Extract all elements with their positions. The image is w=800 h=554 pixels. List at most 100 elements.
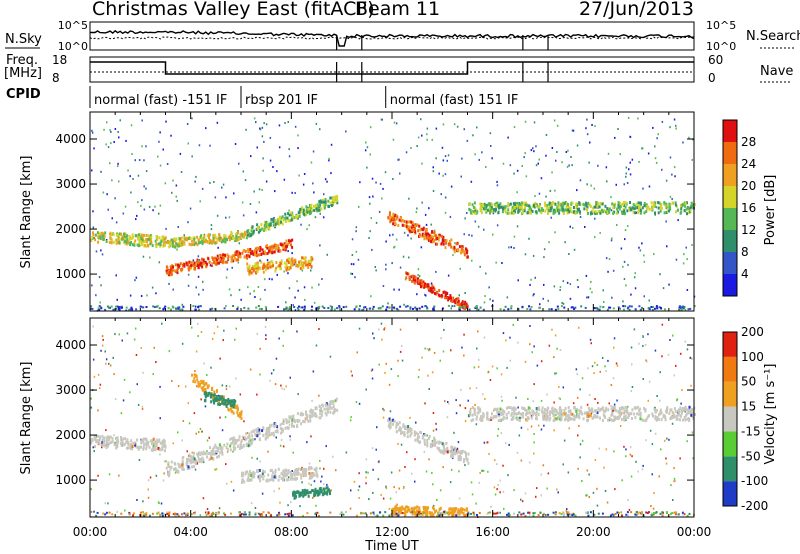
echo-cell — [283, 270, 285, 273]
echo-cell — [99, 435, 102, 439]
echo-cell — [199, 514, 202, 517]
echo-cell — [336, 201, 339, 205]
echo-cell — [251, 475, 254, 479]
echo-cell — [562, 209, 565, 213]
echo-cell — [435, 428, 438, 431]
echo-cell — [264, 221, 267, 225]
echo-cell — [486, 441, 488, 444]
echo-cell — [294, 296, 296, 299]
echo-cell — [559, 286, 562, 289]
echo-cell — [550, 308, 553, 311]
echo-cell — [307, 259, 310, 263]
echo-cell — [502, 464, 504, 467]
echo-cell — [656, 137, 658, 140]
echo-cell — [147, 234, 150, 238]
echo-cell — [517, 406, 519, 409]
echo-cell — [329, 492, 331, 496]
echo-cell — [241, 435, 244, 439]
echo-cell — [668, 209, 671, 213]
echo-cell — [192, 460, 195, 464]
echo-cell — [539, 303, 541, 306]
echo-cell — [256, 223, 259, 227]
echo-cell — [442, 235, 445, 239]
echo-cell — [612, 377, 615, 380]
echo-cell — [131, 233, 134, 237]
echo-cell — [90, 441, 93, 445]
echo-cell — [630, 305, 633, 308]
echo-cell — [135, 234, 138, 238]
echo-cell — [94, 435, 97, 439]
echo-cell — [204, 452, 207, 456]
echo-cell — [267, 226, 270, 230]
echo-cell — [399, 266, 402, 269]
echo-cell — [168, 245, 171, 249]
echo-cell — [281, 222, 284, 226]
echo-cell — [436, 499, 438, 501]
echo-cell — [222, 239, 225, 243]
echo-cell — [591, 408, 594, 411]
echo-cell — [597, 210, 600, 213]
echo-cell — [369, 230, 371, 233]
echo-cell — [464, 407, 467, 410]
echo-cell — [533, 293, 535, 296]
echo-cell — [90, 307, 92, 310]
echo-cell — [634, 308, 637, 311]
echo-cell — [216, 455, 219, 459]
echo-cell — [280, 259, 283, 263]
echo-cell — [284, 216, 287, 220]
echo-cell — [289, 473, 292, 477]
echo-cell — [310, 435, 312, 438]
echo-cell — [604, 204, 607, 208]
echo-cell — [455, 399, 457, 402]
echo-cell — [204, 240, 206, 244]
echo-cell — [565, 202, 568, 205]
echo-cell — [301, 468, 304, 472]
echo-cell — [510, 307, 513, 310]
echo-cell — [207, 392, 210, 395]
echo-cell — [175, 242, 178, 246]
echo-cell — [313, 467, 316, 471]
echo-cell — [627, 405, 629, 408]
cpid-segment-label: rbsp 201 IF — [245, 93, 318, 108]
echo-cell — [230, 442, 233, 446]
echo-cell — [372, 491, 374, 494]
echo-cell — [490, 145, 492, 147]
echo-cell — [251, 456, 253, 459]
echo-cell — [235, 238, 238, 242]
echo-cell — [234, 338, 236, 341]
echo-cell — [312, 150, 315, 153]
echo-cell — [513, 209, 516, 213]
echo-cell — [470, 481, 473, 484]
echo-cell — [265, 436, 268, 440]
echo-cell — [487, 470, 489, 473]
echo-cell — [143, 185, 145, 188]
echo-cell — [307, 261, 310, 265]
echo-cell — [295, 472, 298, 476]
echo-cell — [542, 464, 545, 467]
echo-cell — [589, 211, 592, 215]
echo-cell — [310, 269, 312, 272]
echo-cell — [609, 306, 612, 309]
echo-cell — [314, 406, 317, 410]
echo-cell — [427, 437, 430, 440]
echo-cell — [302, 209, 305, 213]
echo-cell — [229, 448, 232, 452]
echo-cell — [397, 375, 399, 377]
echo-cell — [287, 308, 290, 311]
echo-cell — [183, 242, 185, 246]
echo-cell — [234, 439, 237, 443]
echo-cell — [591, 365, 594, 368]
echo-cell — [174, 263, 177, 267]
echo-cell — [312, 182, 314, 185]
echo-cell — [238, 162, 240, 165]
echo-cell — [225, 305, 227, 307]
echo-cell — [116, 436, 119, 440]
echo-cell — [378, 210, 381, 213]
echo-cell — [484, 398, 486, 400]
echo-cell — [248, 269, 251, 273]
echo-cell — [509, 359, 511, 362]
echo-cell — [125, 440, 128, 444]
echo-cell — [226, 442, 229, 446]
echo-cell — [449, 449, 452, 453]
echo-cell — [605, 370, 607, 373]
